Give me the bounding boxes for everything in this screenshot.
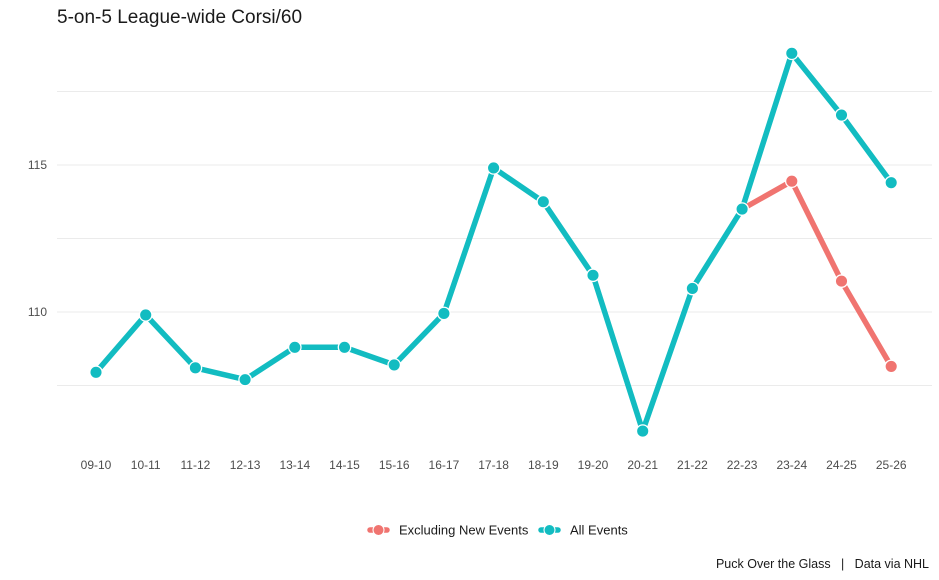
series-lines [89, 46, 899, 438]
series-excluding-new-events [735, 174, 899, 374]
data-point [834, 108, 849, 122]
x-tick-label: 11-12 [180, 458, 210, 472]
data-point [536, 194, 551, 209]
x-axis-ticks: 09-10 10-11 11-12 12-13 13-14 14-15 15-16 16-17… [81, 458, 907, 472]
data-point [238, 372, 252, 387]
legend-item: All Events [538, 523, 628, 538]
legend-key-point [543, 524, 556, 536]
legend-label: Excluding New Events [399, 523, 529, 538]
legend-key-point [372, 524, 385, 536]
x-tick-label: 23-24 [776, 458, 807, 472]
x-tick-label: 10-11 [131, 458, 161, 472]
x-tick-label: 12-13 [230, 458, 261, 472]
data-point [89, 365, 103, 380]
x-tick-label: 20-21 [627, 458, 658, 472]
x-tick-label: 19-20 [578, 458, 609, 472]
x-tick-label: 22-23 [727, 458, 758, 472]
series-line [93, 50, 894, 434]
data-point [188, 361, 203, 375]
data-point [834, 274, 849, 288]
data-point [735, 202, 749, 216]
series-line [739, 178, 894, 370]
chart-caption: Puck Over the Glass | Data via NHL [715, 557, 929, 571]
grid-lines [57, 91, 932, 386]
x-tick-label: 14-15 [329, 458, 360, 472]
data-point [337, 340, 352, 355]
y-tick-label: 115 [28, 158, 47, 172]
data-point [884, 359, 899, 374]
data-point [138, 308, 153, 322]
x-tick-label: 21-22 [677, 458, 708, 472]
series-all-events [89, 46, 899, 438]
data-point [486, 161, 501, 175]
data-point [635, 424, 650, 438]
data-point [287, 340, 302, 355]
x-tick-label: 15-16 [379, 458, 410, 472]
data-point [685, 281, 700, 296]
x-tick-label: 24-25 [826, 458, 857, 472]
data-point [784, 46, 799, 61]
y-axis-ticks: 110 115 [28, 158, 47, 319]
data-point [784, 174, 799, 189]
x-tick-label: 17-18 [478, 458, 509, 472]
x-tick-label: 09-10 [81, 458, 112, 472]
chart-title: 5-on-5 League-wide Corsi/60 [57, 7, 303, 28]
x-tick-label: 25-26 [876, 458, 907, 472]
data-point [387, 358, 402, 372]
data-point [884, 175, 899, 190]
x-tick-label: 18-19 [528, 458, 559, 472]
legend: Excluding New Events All Events [367, 523, 628, 538]
y-tick-label: 110 [28, 305, 47, 319]
legend-label: All Events [570, 523, 628, 538]
data-point [437, 306, 451, 321]
legend-item: Excluding New Events [367, 523, 529, 538]
x-tick-label: 16-17 [429, 458, 460, 472]
data-point [586, 268, 600, 283]
x-tick-label: 13-14 [279, 458, 310, 472]
